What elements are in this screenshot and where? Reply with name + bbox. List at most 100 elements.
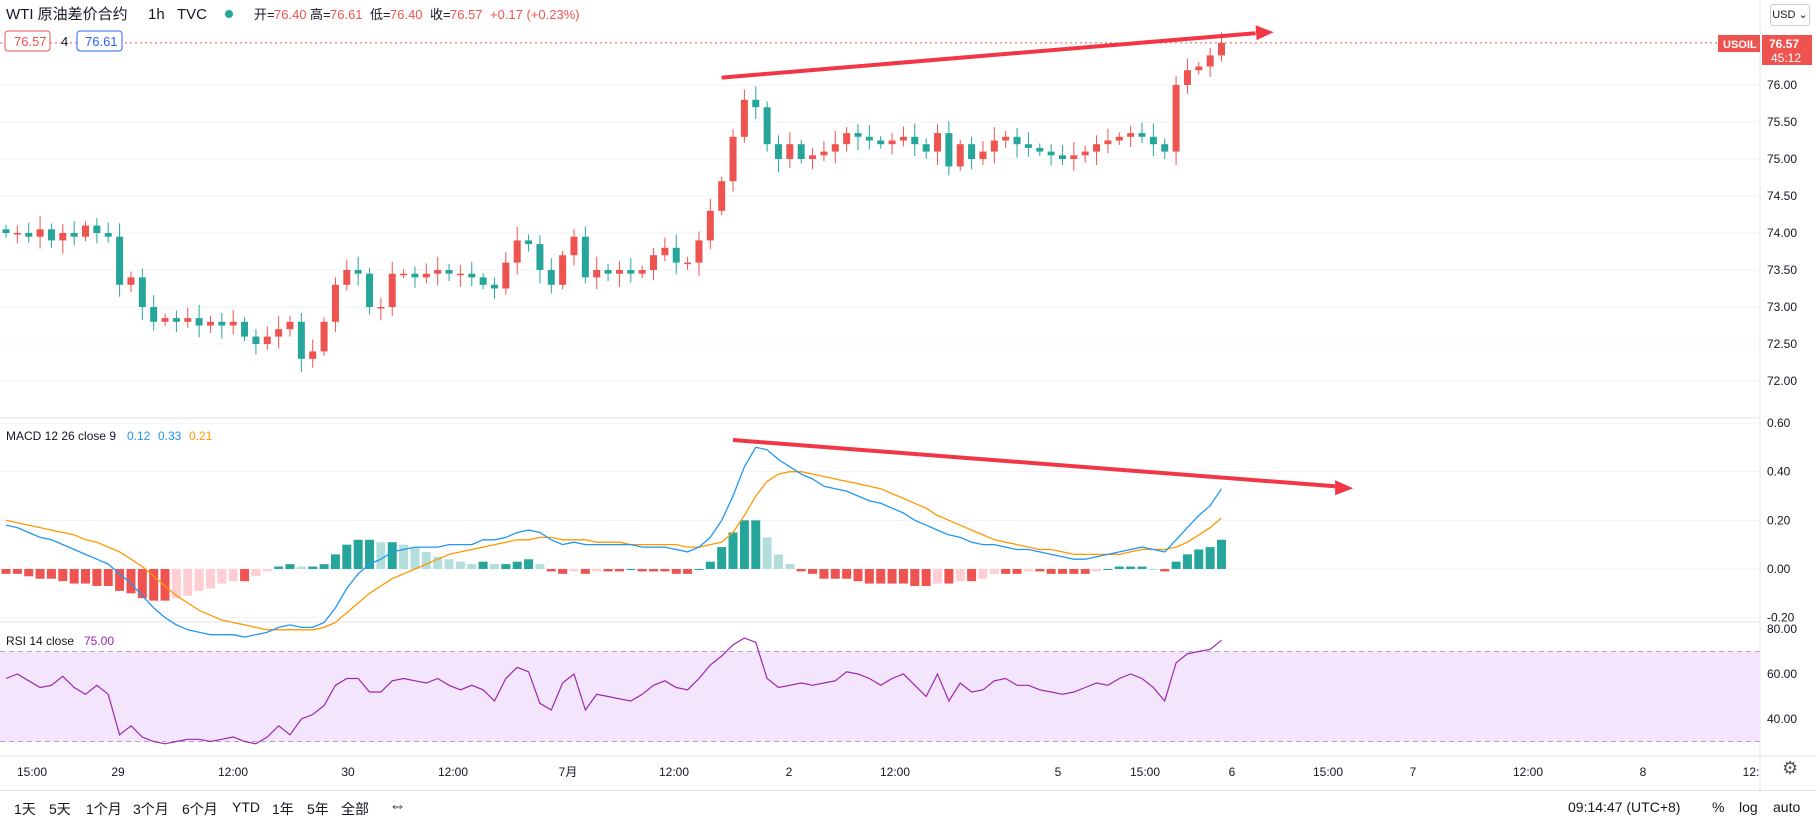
- macd-legend-name[interactable]: MACD 12 26 close 9: [6, 429, 116, 443]
- interval-label[interactable]: 1h: [148, 6, 165, 23]
- candle-body: [956, 144, 964, 167]
- candle-body: [911, 136, 919, 145]
- time-tick-label: 12:00: [438, 765, 468, 779]
- timeframe-1d-button[interactable]: 1天: [14, 801, 36, 817]
- timeframe-all-button[interactable]: 全部: [341, 801, 369, 817]
- currency-label: USD: [1772, 9, 1796, 21]
- macd-histogram-bar: [1035, 568, 1045, 572]
- candle-body: [2, 229, 10, 233]
- macd-histogram-bar: [296, 566, 306, 569]
- percent-toggle[interactable]: %: [1712, 799, 1725, 815]
- rsi-tick-label: 40.00: [1767, 712, 1797, 726]
- time-tick-label: 12:00: [218, 765, 248, 779]
- candle-body: [559, 255, 567, 285]
- macd-histogram-bar: [592, 568, 602, 572]
- candle-body: [1206, 55, 1214, 67]
- candle-body: [229, 321, 237, 326]
- ohlc-low-value: 76.40: [390, 7, 423, 22]
- candle-body: [627, 270, 635, 274]
- macd-histogram-bar: [183, 568, 193, 596]
- macd-histogram-bar: [251, 568, 261, 577]
- macd-histogram-bar: [637, 568, 647, 572]
- macd-histogram-bar: [410, 547, 420, 569]
- candle-body: [286, 321, 294, 330]
- candle-body: [581, 236, 589, 278]
- timeframe-5d-button[interactable]: 5天: [49, 801, 71, 817]
- price-tick-label: 74.00: [1767, 226, 1797, 240]
- candle-body: [695, 240, 703, 263]
- symbol-legend[interactable]: WTI 原油差价合约 1h TVC 开= 76.40 高= 76.61 低= 7…: [6, 6, 580, 23]
- macd-histogram-bar: [1046, 568, 1056, 574]
- candle-body: [1047, 151, 1055, 156]
- macd-histogram-bar: [785, 564, 795, 569]
- macd-histogram-bar: [115, 568, 125, 591]
- macd-histogram-bar: [580, 568, 590, 574]
- candle-body: [241, 321, 249, 337]
- macd-histogram-bar: [830, 568, 840, 579]
- price-tick-label: 74.50: [1767, 189, 1797, 203]
- candle-body: [1115, 136, 1123, 141]
- macd-histogram-bar: [671, 568, 681, 574]
- macd-histogram-bar: [1126, 566, 1136, 569]
- candle-body: [752, 99, 760, 108]
- candle-body: [366, 273, 374, 307]
- candle-body: [1058, 155, 1066, 159]
- gear-icon[interactable]: ⚙: [1782, 758, 1799, 778]
- rsi-pane: [0, 637, 1760, 745]
- macd-histogram-bar: [467, 564, 477, 569]
- candle-body: [1036, 147, 1044, 152]
- candle-body: [456, 273, 464, 276]
- timeframe-ytd-button[interactable]: YTD: [232, 799, 260, 815]
- macd-histogram-bar: [433, 556, 443, 569]
- bid-box[interactable]: [4, 30, 51, 52]
- auto-toggle[interactable]: auto: [1773, 799, 1801, 815]
- macd-histogram-bar: [171, 568, 181, 599]
- source-label: TVC: [177, 6, 207, 23]
- macd-histogram-bar: [365, 539, 375, 569]
- timeframe-6m-button[interactable]: 6个月: [182, 801, 218, 817]
- candle-body: [343, 270, 351, 285]
- candle-body: [774, 144, 782, 159]
- candle-body: [1127, 133, 1135, 137]
- ask-box[interactable]: [76, 30, 123, 52]
- candle-body: [536, 244, 544, 270]
- candle-body: [1183, 70, 1191, 85]
- macd-histogram-bar: [569, 568, 579, 572]
- time-tick-label: 15:00: [1313, 765, 1343, 779]
- macd-histogram-bar: [898, 568, 908, 584]
- candle-body: [25, 233, 33, 237]
- log-toggle[interactable]: log: [1739, 799, 1758, 815]
- date-range-icon[interactable]: ⇔: [389, 796, 406, 815]
- candle-body: [899, 136, 907, 141]
- macd-histogram-bar: [967, 568, 977, 582]
- macd-legend[interactable]: MACD 12 26 close 9 0.12 0.33 0.21: [6, 429, 213, 443]
- bid-ask[interactable]: 76.57 4 76.61: [4, 30, 123, 52]
- timeframe-5y-button[interactable]: 5年: [307, 801, 329, 817]
- time-tick-label: 30: [341, 765, 355, 779]
- currency-dropdown[interactable]: USD ⌄: [1770, 4, 1810, 26]
- time-tick-label: 15:00: [1130, 765, 1160, 779]
- candle-body: [1172, 85, 1180, 152]
- bid-price: 76.57: [14, 34, 47, 49]
- rsi-legend[interactable]: RSI 14 close 75.00: [6, 634, 114, 648]
- candle-body: [184, 318, 192, 322]
- macd-histogram-bar: [69, 568, 79, 584]
- timeframe-1m-button[interactable]: 1个月: [86, 801, 122, 817]
- timeframe-3m-button[interactable]: 3个月: [133, 801, 169, 817]
- symbol-title[interactable]: WTI 原油差价合约: [6, 6, 128, 23]
- time-tick-label: 12:00: [880, 765, 910, 779]
- clock-label[interactable]: 09:14:47 (UTC+8): [1568, 799, 1681, 815]
- candle-body: [706, 210, 714, 241]
- candle-body: [968, 144, 976, 159]
- timeframe-1y-button[interactable]: 1年: [272, 801, 294, 817]
- macd-histogram-bar: [921, 568, 931, 587]
- rsi-tick-label: 60.00: [1767, 667, 1797, 681]
- macd-histogram-bar: [955, 568, 965, 582]
- macd-histogram-bar: [149, 568, 159, 601]
- macd-histogram-bar: [274, 566, 284, 569]
- macd-histogram-bar: [1194, 549, 1204, 569]
- rsi-legend-name[interactable]: RSI 14 close: [6, 634, 74, 648]
- candle-body: [1070, 155, 1078, 159]
- candle-body: [468, 273, 476, 278]
- candle-body: [729, 136, 737, 182]
